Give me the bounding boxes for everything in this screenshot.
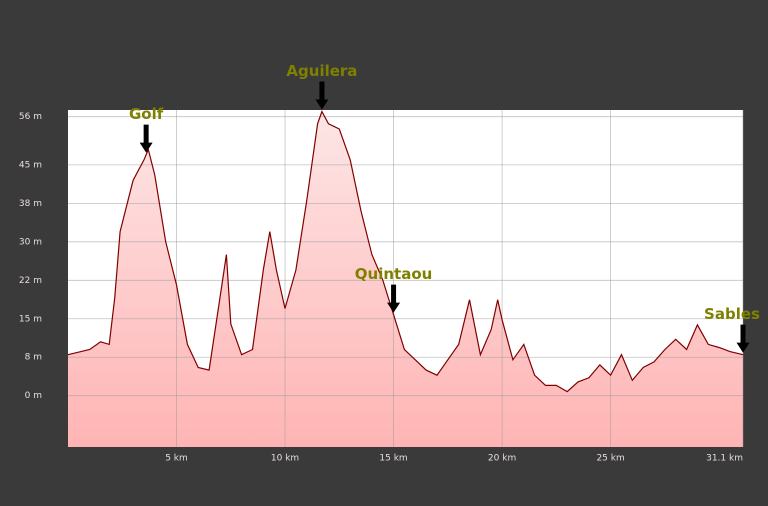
y-tick-label: 30 m — [19, 237, 42, 247]
annotation-label: Aguilera — [286, 62, 357, 80]
y-tick-label: 8 m — [25, 353, 42, 363]
x-tick-label: 25 km — [596, 454, 624, 464]
y-tick-label: 15 m — [19, 314, 42, 324]
elevation-line — [67, 110, 744, 393]
x-tick-label: 20 km — [488, 454, 516, 464]
y-tick-label: 38 m — [19, 199, 42, 209]
y-tick-label: 0 m — [25, 391, 42, 401]
x-tick-label: 31.1 km — [706, 454, 743, 464]
annotation-arrow — [139, 124, 153, 153]
annotation-label: Sables — [704, 305, 760, 323]
annotation-arrow — [387, 284, 401, 313]
elevation-area — [68, 111, 743, 447]
x-tick-label: 10 km — [271, 454, 299, 464]
y-tick-label: 56 m — [19, 112, 42, 122]
annotation-arrow — [315, 81, 329, 110]
annotation-arrow — [736, 324, 750, 353]
annotation-label: Quintaou — [355, 265, 433, 283]
x-tick-label: 5 km — [165, 454, 188, 464]
y-tick-label: 45 m — [19, 160, 42, 170]
annotation-label: Golf — [129, 105, 164, 123]
y-tick-label: 22 m — [19, 276, 42, 286]
x-tick-label: 15 km — [379, 454, 407, 464]
